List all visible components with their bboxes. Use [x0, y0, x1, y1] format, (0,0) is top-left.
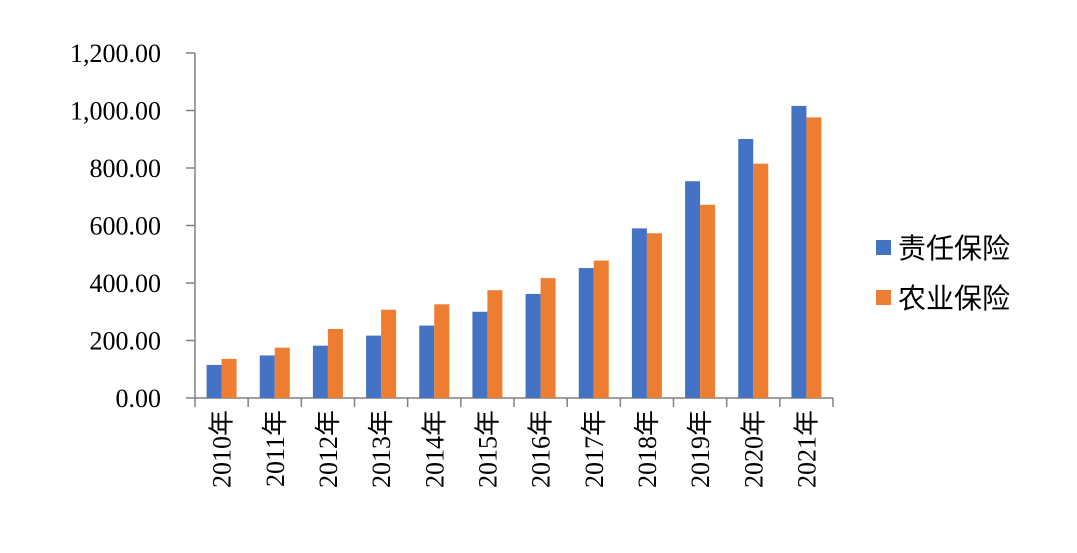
x-category-label: 2015年	[473, 410, 502, 488]
x-axis: 2010年 2011年 2012年 2013年 2014年 2015年 2016年 2017年…	[194, 397, 834, 488]
y-tick-label: 600.00	[90, 212, 162, 241]
x-category-label: 2013年	[367, 410, 396, 488]
bar-series-2	[274, 347, 290, 398]
x-category-label: 2016年	[527, 410, 556, 488]
bar-series-2	[381, 309, 397, 398]
bar-series-2	[221, 358, 237, 398]
bar-series-2	[327, 329, 343, 398]
bar-series-1	[791, 105, 807, 399]
bar-series-2	[700, 204, 716, 398]
x-category-label: 2012年	[314, 410, 343, 488]
bar-series-1	[206, 364, 222, 398]
x-category-label: 2018年	[633, 410, 662, 488]
x-category-label: 2017年	[580, 410, 609, 488]
x-category-label: 2019年	[686, 410, 715, 488]
bars	[206, 105, 822, 399]
bar-series-1	[685, 181, 701, 398]
bar-series-1	[525, 293, 541, 398]
bar-series-2	[487, 290, 503, 398]
y-axis: 0.00 200.00 400.00 600.00 800.00 1,000.00 1,20…	[70, 39, 196, 413]
y-tick-label: 0.00	[116, 384, 162, 413]
bar-series-1	[631, 228, 647, 398]
legend-label-series-2: 农业保险	[898, 282, 1010, 315]
legend-label-series-1: 责任保险	[898, 232, 1010, 265]
bar-series-1	[738, 138, 754, 398]
bar-series-1	[419, 325, 435, 398]
bar-series-1	[578, 268, 594, 398]
x-category-label: 2010年	[208, 410, 237, 488]
y-tick-label: 800.00	[90, 154, 162, 183]
bar-series-2	[540, 278, 556, 398]
bar-series-1	[472, 311, 488, 398]
bar-series-2	[753, 163, 769, 398]
bar-series-1	[259, 355, 275, 398]
legend-swatch-series-1	[876, 240, 891, 255]
bar-series-1	[366, 335, 382, 398]
legend: 责任保险 农业保险	[876, 232, 1010, 315]
x-category-label: 2014年	[420, 410, 449, 488]
y-tick-label: 200.00	[90, 327, 162, 356]
bar-series-2	[646, 233, 662, 398]
y-tick-label: 1,200.00	[70, 39, 161, 68]
x-category-label: 2020年	[739, 410, 768, 488]
x-category-label: 2021年	[792, 410, 821, 488]
bar-series-2	[806, 117, 822, 399]
x-category-label: 2011年	[261, 410, 290, 487]
legend-swatch-series-2	[876, 290, 891, 305]
y-tick-label: 1,000.00	[70, 97, 161, 126]
bar-series-2	[434, 304, 450, 398]
bar-series-2	[593, 260, 609, 398]
bar-series-1	[312, 345, 328, 398]
y-tick-label: 400.00	[90, 269, 162, 298]
